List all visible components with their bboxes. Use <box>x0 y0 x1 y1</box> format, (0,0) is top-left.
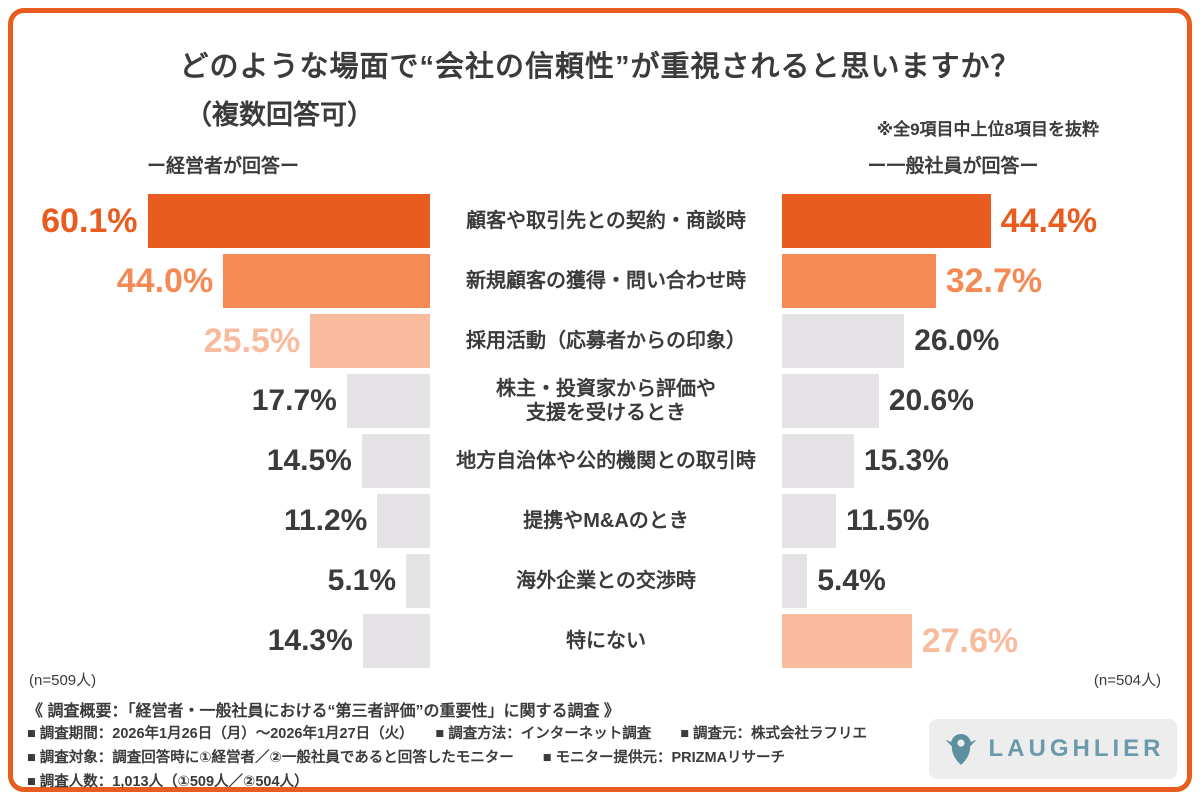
survey-summary-heading: 《 調査概要：「経営者・一般社員における“第三者評価”の重要性」に関する調査 》 <box>27 703 620 720</box>
left-value-label: 11.2% <box>283 504 368 537</box>
left-bar-cell: 14.3% <box>25 611 430 671</box>
survey-detail-line: ■ 調査人数：1,013人（①509人／②504人） <box>27 774 309 790</box>
right-bar <box>782 614 912 668</box>
chart-row: 5.1% 海外企業との交渉時 5.4% <box>25 551 1175 611</box>
left-value-label: 25.5% <box>203 321 301 360</box>
category-label: 提携やM&Aのとき <box>523 510 689 532</box>
bird-icon <box>942 730 980 768</box>
page-subtitle: （複数回答可） <box>185 100 374 130</box>
category-label: 特にない <box>566 630 646 652</box>
right-bar <box>782 554 808 608</box>
laughlier-logo: LAUGHLIER <box>929 719 1177 779</box>
right-value-label: 27.6% <box>921 621 1019 660</box>
left-bar-cell: 25.5% <box>25 311 430 371</box>
survey-detail-line: ■ 調査対象：調査回答時に①経営者／②一般社員であると回答したモニター ■ モニ… <box>27 750 786 766</box>
left-bar-cell: 5.1% <box>25 551 430 611</box>
right-bar <box>782 434 854 488</box>
right-bar-cell: 26.0% <box>782 311 1175 371</box>
right-value-label: 11.5% <box>846 504 930 537</box>
logo-wordmark: LAUGHLIER <box>988 735 1165 762</box>
left-value-label: 17.7% <box>251 384 337 417</box>
right-bar-cell: 44.4% <box>782 191 1175 251</box>
left-value-label: 14.5% <box>266 444 352 477</box>
right-value-label: 20.6% <box>888 384 974 417</box>
right-bar-cell: 27.6% <box>782 611 1175 671</box>
right-value-label: 15.3% <box>863 444 949 477</box>
left-n-label: (n=509人) <box>29 672 97 689</box>
right-value-label: 44.4% <box>1000 201 1098 240</box>
left-value-label: 60.1% <box>41 201 138 240</box>
chart-row: 14.5% 地方自治体や公的機関との取引時 15.3% <box>25 431 1175 491</box>
excerpt-note: ※全9項目中上位8項目を抜粋 <box>876 120 1099 139</box>
left-bar-cell: 60.1% <box>25 191 430 251</box>
chart-row: 60.1% 顧客や取引先との契約・商談時 44.4% <box>25 191 1175 251</box>
left-bar-cell: 17.7% <box>25 371 430 431</box>
right-bar-cell: 11.5% <box>782 491 1175 551</box>
right-value-label: 32.7% <box>945 261 1043 300</box>
left-bar-cell: 11.2% <box>25 491 430 551</box>
survey-detail-line: ■ 調査期間：2026年1月26日（月）〜2026年1月27日（火） ■ 調査方… <box>27 726 868 742</box>
category-label: 地方自治体や公的機関との取引時 <box>456 450 756 472</box>
chart-row: 25.5% 採用活動（応募者からの印象） 26.0% <box>25 311 1175 371</box>
category-label: 新規顧客の獲得・問い合わせ時 <box>466 270 746 292</box>
butterfly-bar-chart: 60.1% 顧客や取引先との契約・商談時 44.4% 44.0% 新規顧客の獲得・問い合… <box>25 191 1175 671</box>
right-n-label: (n=504人) <box>1093 672 1161 689</box>
chart-row: 17.7% 株主・投資家から評価や 支援を受けるとき 20.6% <box>25 371 1175 431</box>
left-bar <box>361 434 430 488</box>
right-bar-cell: 15.3% <box>782 431 1175 491</box>
left-value-label: 44.0% <box>116 261 214 300</box>
left-value-label: 5.1% <box>327 564 397 597</box>
left-bar <box>310 314 430 368</box>
chart-row: 11.2% 提携やM&Aのとき 11.5% <box>25 491 1175 551</box>
page-frame: どのような場面で“会社の信頼性”が重視されると思いますか？ （複数回答可） ※全… <box>8 8 1192 792</box>
left-bar-cell: 44.0% <box>25 251 430 311</box>
left-bar <box>223 254 430 308</box>
page-title: どのような場面で“会社の信頼性”が重視されると思いますか？ <box>179 51 1021 83</box>
right-bar-cell: 20.6% <box>782 371 1175 431</box>
right-bar <box>782 374 879 428</box>
left-value-label: 14.3% <box>267 624 353 657</box>
chart-row: 44.0% 新規顧客の獲得・問い合わせ時 32.7% <box>25 251 1175 311</box>
left-bar <box>147 194 430 248</box>
right-bar <box>782 494 837 548</box>
right-value-label: 5.4% <box>817 564 886 597</box>
category-label: 株主・投資家から評価や 支援を受けるとき <box>496 378 716 424</box>
right-bar <box>782 194 991 248</box>
right-bar <box>782 254 936 308</box>
left-bar <box>346 374 430 428</box>
left-series-header: ー経営者が回答ー <box>146 156 299 177</box>
chart-row: 14.3% 特にない 27.6% <box>25 611 1175 671</box>
right-bar-cell: 5.4% <box>782 551 1175 611</box>
left-bar <box>377 494 430 548</box>
left-bar-cell: 14.5% <box>25 431 430 491</box>
category-label: 採用活動（応募者からの印象） <box>466 330 746 352</box>
right-value-label: 26.0% <box>914 324 1000 357</box>
right-bar-cell: 32.7% <box>782 251 1175 311</box>
right-bar <box>782 314 905 368</box>
category-label: 顧客や取引先との契約・商談時 <box>466 210 746 232</box>
right-series-header: ー一般社員が回答ー <box>867 156 1039 177</box>
category-label: 海外企業との交渉時 <box>516 570 696 592</box>
left-bar <box>362 614 430 668</box>
left-bar <box>406 554 430 608</box>
